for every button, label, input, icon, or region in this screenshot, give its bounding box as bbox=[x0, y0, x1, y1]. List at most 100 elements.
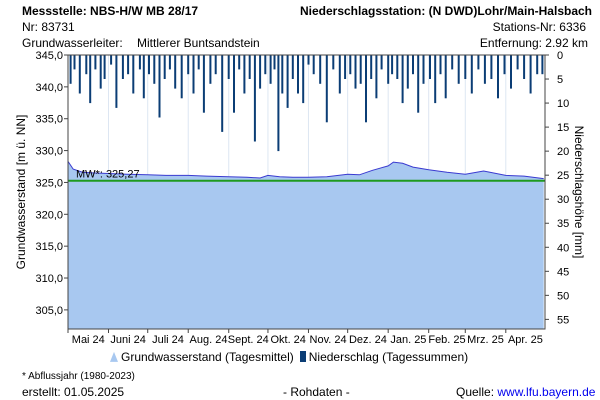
x-tick: Mai 24 bbox=[72, 334, 105, 346]
precipitation-bar bbox=[187, 55, 190, 75]
precipitation-bar bbox=[297, 55, 299, 94]
precipitation-bar bbox=[541, 55, 544, 75]
y-tick-right: 30 bbox=[557, 194, 569, 206]
y-tick-right: 15 bbox=[557, 122, 569, 134]
precipitation-bar bbox=[277, 55, 280, 152]
precipitation-bar bbox=[370, 55, 373, 79]
precipitation-bar bbox=[233, 55, 235, 113]
x-tick: Mrz. 25 bbox=[467, 334, 504, 346]
precipitation-bar bbox=[99, 55, 102, 89]
y-tick-left: 335,0 bbox=[35, 114, 63, 126]
groundwater-legend-swatch bbox=[110, 351, 118, 362]
y-tick-right: 20 bbox=[557, 146, 569, 158]
precipitation-bar bbox=[387, 55, 390, 84]
precipitation-bar bbox=[523, 55, 526, 79]
precipitation-bar bbox=[354, 55, 357, 89]
precipitation-bar bbox=[470, 55, 473, 94]
precipitation-bar bbox=[259, 55, 262, 89]
y-tick-left: 330,0 bbox=[35, 146, 63, 158]
precipitation-bar bbox=[302, 55, 305, 104]
mean-label: MW*: 325,27 bbox=[76, 169, 140, 181]
aquifer-value: Mittlerer Buntsandstein bbox=[137, 36, 260, 50]
y-tick-right: 40 bbox=[557, 242, 569, 254]
x-tick: Feb. 25 bbox=[428, 334, 465, 346]
precipitation-bar bbox=[412, 55, 414, 75]
precipitation-bar bbox=[127, 55, 130, 75]
precipitation-bar bbox=[434, 55, 437, 104]
source: Quelle: www.lfu.bayern.de bbox=[456, 385, 595, 399]
precipitation-bar bbox=[451, 55, 454, 70]
precipitation-bar bbox=[332, 55, 335, 70]
precipitation-bar bbox=[401, 55, 404, 104]
y-tick-left: 320,0 bbox=[35, 209, 63, 221]
precipitation-bar bbox=[174, 55, 177, 89]
precipitation-bar bbox=[319, 55, 322, 84]
precipitation-bar bbox=[429, 55, 431, 79]
precipitation-bar bbox=[202, 55, 205, 113]
y-tick-right: 10 bbox=[557, 98, 569, 110]
y-tick-right: 25 bbox=[557, 170, 569, 182]
precipitation-bar bbox=[214, 55, 217, 75]
x-tick: Jan. 25 bbox=[390, 334, 426, 346]
precipitation-bar bbox=[78, 55, 81, 94]
precipitation-bar bbox=[142, 55, 145, 99]
plot-frame bbox=[67, 54, 546, 330]
legend-precipitation: Niederschlag (Tagessummen) bbox=[308, 349, 469, 364]
x-tick: Apr. 25 bbox=[508, 334, 543, 346]
precipitation-bar bbox=[312, 55, 315, 75]
groundwater-line bbox=[67, 161, 544, 180]
footnote: * Abflussjahr (1980-2023) bbox=[22, 371, 135, 382]
precipitation-bar bbox=[286, 55, 289, 108]
station-number: Nr: 83731 bbox=[22, 20, 75, 34]
precipitation-bar bbox=[338, 55, 341, 94]
x-tick: Okt. 24 bbox=[270, 334, 305, 346]
precipitation-bar bbox=[365, 55, 367, 123]
y-tick-left: 305,0 bbox=[35, 305, 63, 317]
y-tick-left: 325,0 bbox=[35, 177, 63, 189]
precipitation-bar bbox=[497, 55, 499, 99]
precipitation-bar bbox=[85, 55, 88, 75]
y-tick-right: 5 bbox=[557, 74, 563, 86]
precipitation-bar bbox=[264, 55, 267, 75]
precipitation-bar bbox=[132, 55, 135, 94]
precipitation-bar bbox=[148, 55, 150, 75]
precipitation-bar bbox=[89, 55, 92, 104]
raw-data-note: - Rohdaten - bbox=[283, 385, 350, 399]
precipitation-bar bbox=[483, 55, 486, 84]
x-tick: Aug. 24 bbox=[190, 334, 228, 346]
source-link[interactable]: www.lfu.bayern.de bbox=[497, 385, 596, 399]
precipitation-bar bbox=[221, 55, 224, 132]
precipitation-bar bbox=[209, 55, 212, 84]
precipitation-bar bbox=[243, 55, 246, 94]
created-date: erstellt: 01.05.2025 bbox=[22, 385, 125, 399]
precipitation-bar bbox=[227, 55, 230, 79]
precipitation-bar bbox=[273, 55, 276, 70]
y-tick-left: 340,0 bbox=[35, 82, 63, 94]
precipitation-bar bbox=[163, 55, 166, 79]
precipitation-bar bbox=[180, 55, 183, 99]
precipitation-bar bbox=[344, 55, 347, 79]
aquifer-label: Grundwasserleiter: bbox=[22, 36, 123, 50]
chart-legend: Grundwasserstand (Tagesmittel) Niederschl… bbox=[110, 349, 468, 364]
x-tick: Dez. 24 bbox=[349, 334, 387, 346]
y-tick-right: 0 bbox=[557, 50, 563, 62]
groundwater-area bbox=[68, 161, 544, 329]
rain-station-number: Stations-Nr: 6336 bbox=[492, 20, 586, 34]
precipitation-legend-swatch bbox=[299, 351, 306, 363]
y-tick-left: 315,0 bbox=[35, 241, 63, 253]
precipitation-bar bbox=[73, 55, 76, 70]
precipitation-bar bbox=[417, 55, 420, 113]
y-tick-right: 50 bbox=[557, 290, 569, 302]
precipitation-bar bbox=[375, 55, 378, 99]
precipitation-bar bbox=[439, 55, 442, 75]
precipitation-bar bbox=[359, 55, 362, 84]
precipitation-bar bbox=[516, 55, 519, 70]
precipitation-bar bbox=[391, 55, 394, 75]
rain-station-distance: Entfernung: 2.92 km bbox=[479, 36, 588, 50]
precipitation-bar bbox=[153, 55, 156, 84]
station-title: Messstelle: NBS-H/W MB 28/17 bbox=[22, 4, 199, 18]
precipitation-bar bbox=[291, 55, 294, 79]
precipitation-bar bbox=[248, 55, 251, 79]
x-tick: Nov. 24 bbox=[310, 334, 347, 346]
